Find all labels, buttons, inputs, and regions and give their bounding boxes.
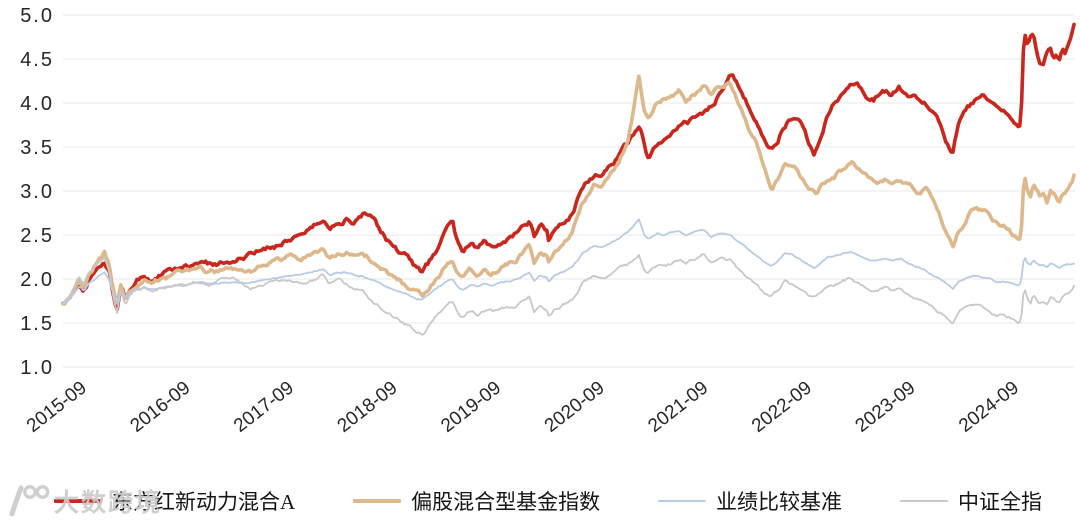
x-axis-tick-label: 2018-09 bbox=[334, 377, 402, 436]
x-axis-tick-label: 2024-09 bbox=[955, 377, 1023, 436]
series-line-performance-benchmark bbox=[62, 218, 1075, 305]
legend-item-partial-equity-fund-index: 偏股混合型基金指数 bbox=[353, 486, 600, 516]
legend-line-swatch-red bbox=[54, 499, 102, 503]
x-axis-tick-label: 2016-09 bbox=[126, 377, 194, 436]
x-axis-tick-label: 2023-09 bbox=[852, 377, 920, 436]
y-axis-tick-label: 4.0 bbox=[20, 93, 54, 115]
legend-label: 中证全指 bbox=[957, 490, 1042, 514]
series-line-dongfanghong-xindongli-a bbox=[61, 22, 1076, 312]
legend-item-csi-all-share: 中证全指 bbox=[899, 486, 1042, 516]
x-axis-tick-label: 2015-09 bbox=[23, 377, 91, 436]
y-axis-tick-label: 3.5 bbox=[20, 137, 54, 159]
legend-label: 东方红新动力混合A bbox=[112, 490, 296, 514]
series-line-csi-all-share-index bbox=[62, 253, 1075, 336]
y-axis-tick-label: 5.0 bbox=[20, 5, 54, 27]
legend-item-performance-benchmark: 业绩比较基准 bbox=[658, 486, 842, 516]
legend-line-swatch-blue bbox=[658, 500, 707, 502]
legend-label: 业绩比较基准 bbox=[716, 490, 843, 514]
y-axis-tick-label: 4.5 bbox=[20, 49, 54, 71]
x-axis-tick-label: 2022-09 bbox=[748, 377, 816, 436]
y-axis-tick-label: 1.5 bbox=[20, 313, 54, 335]
x-axis-tick-label: 2020-09 bbox=[541, 377, 609, 436]
x-axis-tick-label: 2021-09 bbox=[644, 377, 712, 436]
legend-item-dongfanghong-fund: 东方红新动力混合A bbox=[54, 486, 295, 516]
y-axis-tick-label: 2.0 bbox=[20, 269, 54, 291]
x-axis-tick-label: 2017-09 bbox=[230, 377, 298, 436]
y-axis-tick-label: 1.0 bbox=[20, 357, 54, 379]
y-axis-tick-label: 2.5 bbox=[20, 225, 54, 247]
series-line-partial-equity-fund-index bbox=[61, 74, 1076, 306]
legend-label: 偏股混合型基金指数 bbox=[411, 490, 601, 514]
chart-legend: 东方红新动力混合A 偏股混合型基金指数 业绩比较基准 中证全指 bbox=[0, 485, 1080, 517]
y-axis-tick-label: 3.0 bbox=[20, 181, 54, 203]
legend-line-swatch-gray bbox=[899, 500, 948, 502]
x-axis-tick-label: 2019-09 bbox=[437, 377, 505, 436]
legend-line-swatch-tan bbox=[353, 499, 402, 503]
